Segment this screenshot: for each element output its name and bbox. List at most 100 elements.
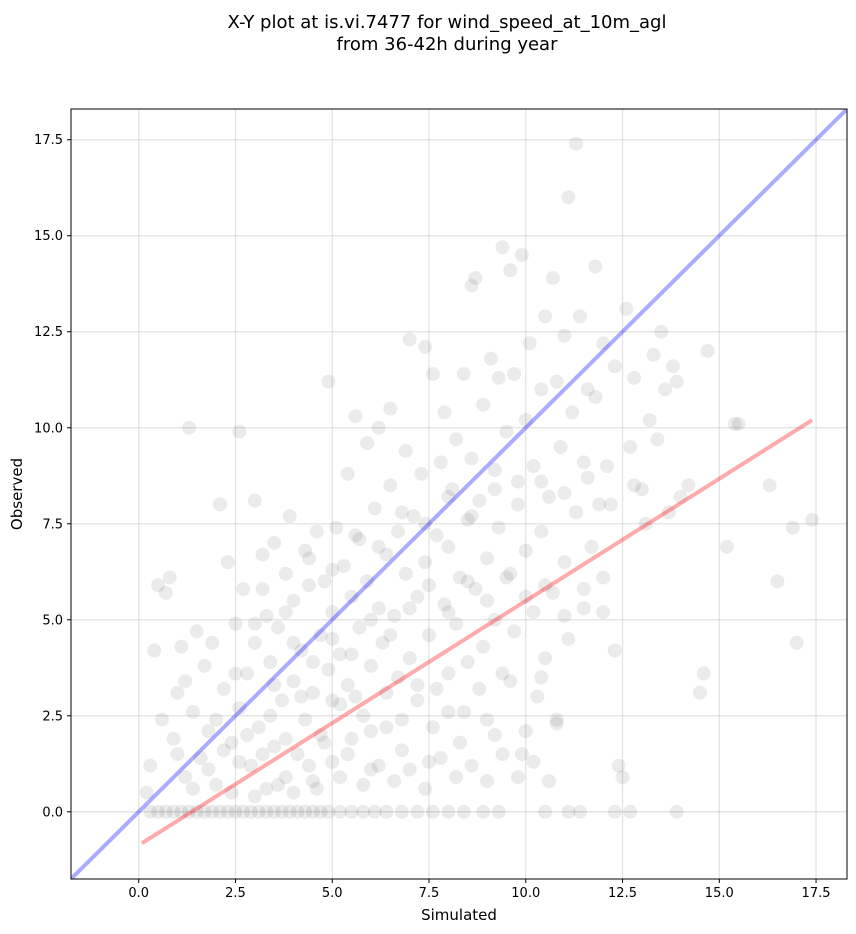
data-point bbox=[363, 658, 378, 673]
data-point bbox=[247, 616, 262, 631]
data-point bbox=[213, 497, 228, 512]
data-point bbox=[437, 405, 452, 420]
data-point bbox=[770, 574, 785, 589]
data-point bbox=[267, 804, 282, 819]
data-point bbox=[425, 804, 440, 819]
data-point bbox=[731, 416, 746, 431]
data-point bbox=[634, 482, 649, 497]
data-point bbox=[549, 374, 564, 389]
data-point bbox=[418, 781, 433, 796]
data-point bbox=[398, 566, 413, 581]
data-point bbox=[325, 562, 340, 577]
data-point bbox=[480, 774, 495, 789]
data-point bbox=[379, 804, 394, 819]
data-point bbox=[588, 259, 603, 274]
data-point bbox=[290, 747, 305, 762]
data-point bbox=[182, 804, 197, 819]
grid-lines bbox=[71, 109, 847, 879]
data-point bbox=[352, 532, 367, 547]
data-point bbox=[313, 727, 328, 742]
data-point bbox=[452, 570, 467, 585]
data-point bbox=[402, 601, 417, 616]
data-point bbox=[511, 770, 526, 785]
x-tick-label: 12.5 bbox=[608, 886, 637, 901]
data-point bbox=[313, 628, 328, 643]
data-point bbox=[189, 624, 204, 639]
data-point bbox=[317, 574, 332, 589]
data-point bbox=[402, 651, 417, 666]
chart-title: X-Y plot at is.vi.7477 for wind_speed_at… bbox=[228, 12, 667, 33]
data-point bbox=[607, 643, 622, 658]
data-point bbox=[325, 605, 340, 620]
data-point bbox=[503, 263, 518, 278]
data-point bbox=[205, 804, 220, 819]
data-point bbox=[197, 804, 212, 819]
data-point bbox=[425, 366, 440, 381]
data-point bbox=[530, 689, 545, 704]
data-point bbox=[580, 470, 595, 485]
data-point bbox=[464, 758, 479, 773]
data-point bbox=[642, 413, 657, 428]
data-point bbox=[545, 270, 560, 285]
data-point bbox=[143, 804, 158, 819]
data-point bbox=[600, 459, 615, 474]
data-point bbox=[422, 628, 437, 643]
data-point bbox=[569, 136, 584, 151]
data-point bbox=[243, 804, 258, 819]
data-point bbox=[418, 516, 433, 531]
data-point bbox=[507, 624, 522, 639]
data-point bbox=[437, 597, 452, 612]
data-point bbox=[522, 336, 537, 351]
data-point bbox=[305, 774, 320, 789]
data-point bbox=[456, 704, 471, 719]
data-point bbox=[414, 466, 429, 481]
data-point bbox=[449, 432, 464, 447]
data-point bbox=[302, 578, 317, 593]
y-tick-label: 15.0 bbox=[34, 229, 63, 244]
x-tick-label: 10.0 bbox=[511, 886, 540, 901]
data-point bbox=[720, 539, 735, 554]
data-point bbox=[143, 758, 158, 773]
data-point bbox=[561, 190, 576, 205]
data-point bbox=[658, 382, 673, 397]
data-point bbox=[433, 455, 448, 470]
data-point bbox=[491, 520, 506, 535]
data-point bbox=[313, 804, 328, 819]
data-point bbox=[584, 539, 599, 554]
data-point bbox=[255, 582, 270, 597]
data-point bbox=[259, 781, 274, 796]
data-point bbox=[607, 359, 622, 374]
data-point bbox=[646, 347, 661, 362]
data-point bbox=[673, 489, 688, 504]
data-point bbox=[623, 439, 638, 454]
data-point bbox=[209, 777, 224, 792]
data-point bbox=[669, 804, 684, 819]
data-point bbox=[410, 678, 425, 693]
data-point bbox=[170, 685, 185, 700]
data-point bbox=[263, 655, 278, 670]
data-point bbox=[348, 689, 363, 704]
data-point bbox=[445, 482, 460, 497]
data-point bbox=[298, 543, 313, 558]
data-point bbox=[224, 735, 239, 750]
y-tick-label: 0.0 bbox=[42, 805, 63, 820]
data-point bbox=[441, 605, 456, 620]
data-point bbox=[236, 804, 251, 819]
data-point bbox=[541, 774, 556, 789]
data-point bbox=[534, 670, 549, 685]
data-point bbox=[480, 551, 495, 566]
data-point bbox=[596, 336, 611, 351]
data-point bbox=[387, 774, 402, 789]
data-point bbox=[185, 704, 200, 719]
data-point bbox=[391, 670, 406, 685]
data-point bbox=[402, 762, 417, 777]
data-point bbox=[251, 720, 266, 735]
y-tick-label: 5.0 bbox=[42, 613, 63, 628]
data-point bbox=[402, 332, 417, 347]
data-point bbox=[727, 416, 742, 431]
data-point bbox=[441, 489, 456, 504]
data-point bbox=[394, 505, 409, 520]
data-point bbox=[332, 804, 347, 819]
data-point bbox=[549, 716, 564, 731]
